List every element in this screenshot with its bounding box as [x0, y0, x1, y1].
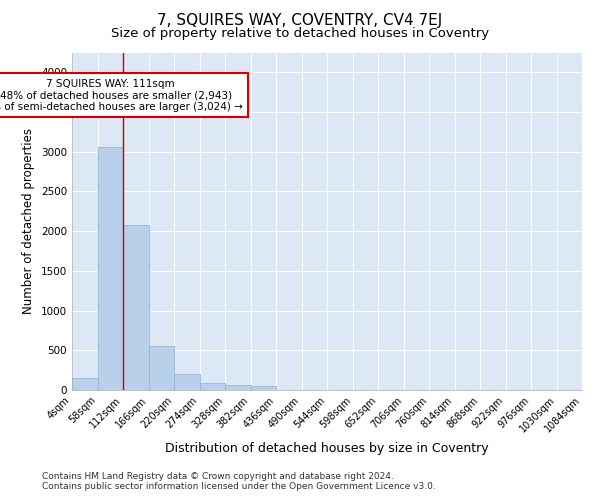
Y-axis label: Number of detached properties: Number of detached properties — [22, 128, 35, 314]
Bar — [225, 385, 251, 390]
Bar — [174, 374, 199, 390]
Text: Size of property relative to detached houses in Coventry: Size of property relative to detached ho… — [111, 28, 489, 40]
Bar — [72, 378, 97, 390]
Bar — [200, 383, 225, 390]
Text: Contains public sector information licensed under the Open Government Licence v3: Contains public sector information licen… — [42, 482, 436, 491]
X-axis label: Distribution of detached houses by size in Coventry: Distribution of detached houses by size … — [165, 442, 489, 456]
Text: 7, SQUIRES WAY, COVENTRY, CV4 7EJ: 7, SQUIRES WAY, COVENTRY, CV4 7EJ — [157, 12, 443, 28]
Bar — [123, 225, 149, 390]
Text: Contains HM Land Registry data © Crown copyright and database right 2024.: Contains HM Land Registry data © Crown c… — [42, 472, 394, 481]
Bar — [149, 346, 174, 390]
Text: 7 SQUIRES WAY: 111sqm
← 48% of detached houses are smaller (2,943)
50% of semi-d: 7 SQUIRES WAY: 111sqm ← 48% of detached … — [0, 78, 242, 112]
Bar — [97, 147, 123, 390]
Bar — [251, 386, 276, 390]
